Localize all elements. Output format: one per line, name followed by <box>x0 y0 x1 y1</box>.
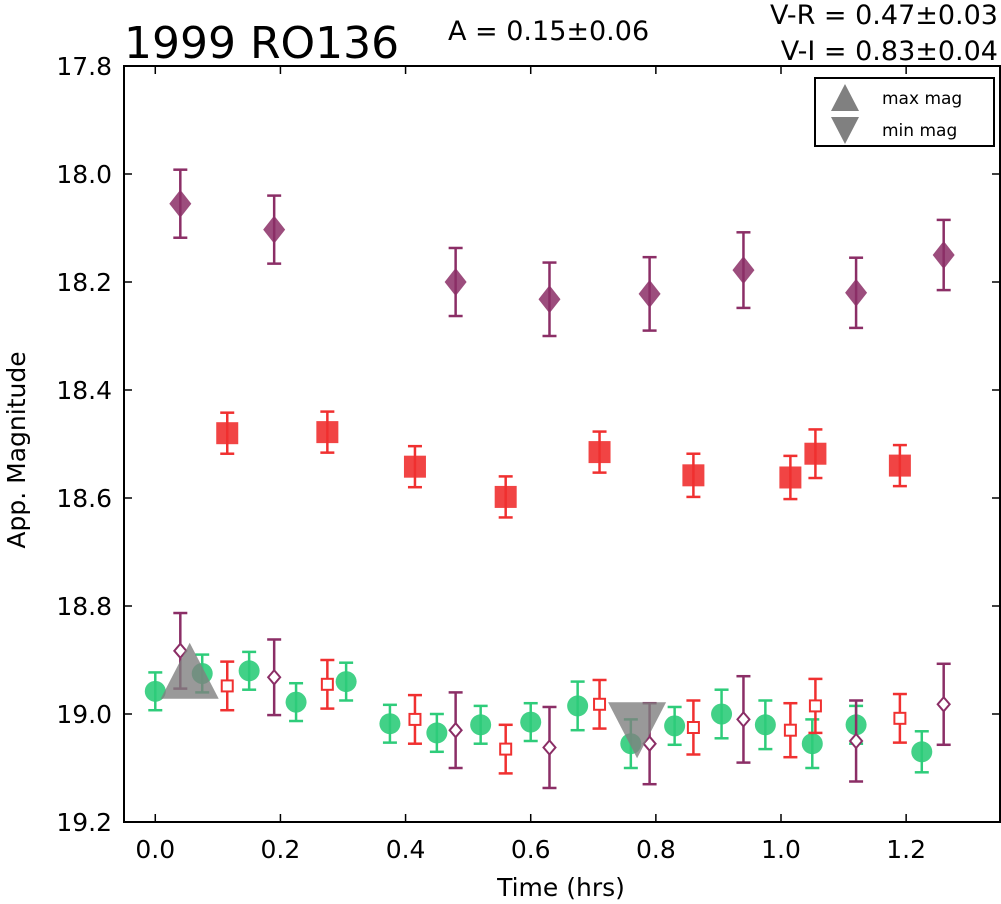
circle-marker <box>470 714 492 736</box>
circle-marker <box>911 741 933 763</box>
diamond-marker <box>932 241 955 269</box>
open-diamond-marker <box>172 642 188 660</box>
circle-marker <box>520 711 542 733</box>
y-tick-label: 17.8 <box>56 52 112 81</box>
open-square-marker <box>220 679 234 693</box>
circle-marker <box>238 660 260 682</box>
open-square-marker <box>808 699 822 713</box>
max-mag-marker <box>160 642 219 699</box>
circle-marker <box>426 722 448 744</box>
y-tick-label: 19.2 <box>56 808 112 837</box>
legend-max-label: max mag <box>882 89 962 109</box>
tick-labels: 0.0 0.2 0.4 0.6 0.8 1.0 1.2 17.8 18.0 18.2 18.4 18.… <box>56 52 926 864</box>
diamond-marker <box>845 278 868 307</box>
square-marker <box>588 441 611 464</box>
square-marker <box>494 485 517 508</box>
open-diamond-marker <box>848 732 864 750</box>
open-diamond-marker <box>736 710 751 728</box>
amplitude-label: A = 0.15±0.06 <box>448 16 649 47</box>
circle-marker <box>567 695 589 717</box>
circle-marker <box>285 691 307 713</box>
data-series <box>216 410 911 519</box>
diamond-marker <box>638 279 661 308</box>
y-tick-label: 18.4 <box>56 376 112 405</box>
square-marker <box>804 442 827 465</box>
y-tick-label: 19.0 <box>56 700 112 729</box>
circle-marker <box>379 713 401 735</box>
x-tick-label: 0.0 <box>135 835 175 864</box>
open-square-marker <box>893 711 907 725</box>
x-tick-label: 0.2 <box>261 835 301 864</box>
x-axis-label: Time (hrs) <box>496 873 625 902</box>
open-diamond-marker <box>448 721 463 739</box>
data-marks <box>144 168 955 790</box>
diamond-marker <box>169 189 192 218</box>
open-square-marker <box>408 712 422 726</box>
circle-marker <box>664 715 686 737</box>
square-marker <box>888 454 911 477</box>
open-diamond-marker <box>542 738 557 757</box>
square-marker <box>682 464 705 487</box>
square-marker <box>779 466 802 489</box>
open-square-marker <box>593 697 607 711</box>
y-tick-label: 18.6 <box>56 484 112 513</box>
open-square-marker <box>686 721 700 734</box>
open-square-marker <box>783 723 797 737</box>
x-tick-label: 1.2 <box>886 835 926 864</box>
open-square-marker <box>320 677 334 691</box>
y-tick-label: 18.8 <box>56 592 112 621</box>
plot-frame <box>123 65 1001 823</box>
diamond-marker <box>538 285 561 314</box>
color-index-vi: V-I = 0.83±0.04 <box>781 36 998 67</box>
chart-title: 1999 RO136 <box>124 18 399 69</box>
data-series <box>220 658 907 775</box>
min-mag-marker <box>608 702 667 759</box>
circle-marker <box>711 703 733 725</box>
data-series <box>169 168 955 338</box>
legend: max mag min mag <box>814 77 995 147</box>
diamond-marker <box>263 215 286 244</box>
legend-min-marker-icon <box>831 117 859 144</box>
x-tick-label: 0.4 <box>386 835 426 864</box>
x-tick-label: 1.0 <box>761 835 801 864</box>
legend-max-marker-icon <box>831 84 859 111</box>
circle-marker <box>144 680 166 702</box>
data-series <box>144 650 933 774</box>
open-square-marker <box>499 742 513 756</box>
diamond-marker <box>732 256 755 285</box>
y-tick-label: 18.2 <box>56 268 112 297</box>
y-tick-label: 18.0 <box>56 160 112 189</box>
x-tick-label: 0.8 <box>636 835 676 864</box>
circle-marker <box>335 671 357 693</box>
open-diamond-marker <box>266 668 282 686</box>
square-marker <box>403 455 426 478</box>
square-marker <box>316 421 339 444</box>
color-index-vr: V-R = 0.47±0.03 <box>770 0 998 31</box>
circle-marker <box>754 714 776 736</box>
legend-min-label: min mag <box>882 121 957 141</box>
diamond-marker <box>444 268 467 296</box>
circle-marker <box>801 733 823 755</box>
y-axis-label: App. Magnitude <box>2 351 31 548</box>
data-series <box>172 611 952 790</box>
x-tick-label: 0.6 <box>511 835 551 864</box>
open-diamond-marker <box>936 695 952 713</box>
square-marker <box>216 422 239 445</box>
axis-ticks <box>124 65 1000 823</box>
